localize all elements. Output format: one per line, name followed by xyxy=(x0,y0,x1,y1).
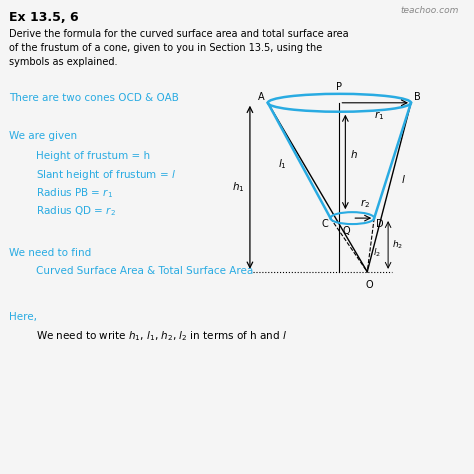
Text: B: B xyxy=(414,92,421,102)
Text: D: D xyxy=(376,219,384,229)
Text: $h_2$: $h_2$ xyxy=(392,239,403,251)
Text: C: C xyxy=(322,219,328,229)
Text: Curved Surface Area & Total Surface Area: Curved Surface Area & Total Surface Area xyxy=(36,266,254,276)
Text: teachoo.com: teachoo.com xyxy=(401,6,459,15)
Text: Slant height of frustum = $l$: Slant height of frustum = $l$ xyxy=(36,168,176,182)
Text: $h_1$: $h_1$ xyxy=(232,181,245,194)
Text: $l_1$: $l_1$ xyxy=(278,157,287,171)
Text: Q: Q xyxy=(343,226,350,236)
Text: $r_2$: $r_2$ xyxy=(360,197,371,210)
Text: $r_1$: $r_1$ xyxy=(374,109,384,121)
Text: h: h xyxy=(350,150,357,161)
Text: $l_2$: $l_2$ xyxy=(373,246,381,259)
Text: We need to write $h_1$, $l_1$, $h_2$, $l_2$ in terms of h and $l$: We need to write $h_1$, $l_1$, $h_2$, $l… xyxy=(36,329,287,343)
Text: Radius QD = $r_2$: Radius QD = $r_2$ xyxy=(36,204,116,218)
Text: Ex 13.5, 6: Ex 13.5, 6 xyxy=(9,11,79,24)
Text: P: P xyxy=(337,82,342,92)
Text: There are two cones OCD & OAB: There are two cones OCD & OAB xyxy=(9,93,179,103)
Text: Derive the formula for the curved surface area and total surface area
of the fru: Derive the formula for the curved surfac… xyxy=(9,29,349,67)
Text: $l$: $l$ xyxy=(401,173,406,185)
Text: Height of frustum = h: Height of frustum = h xyxy=(36,151,150,161)
Text: Here,: Here, xyxy=(9,311,37,321)
Text: We need to find: We need to find xyxy=(9,248,91,258)
Text: We are given: We are given xyxy=(9,131,77,141)
Text: Radius PB = $r_1$: Radius PB = $r_1$ xyxy=(36,186,113,200)
Text: O: O xyxy=(365,280,373,290)
Text: A: A xyxy=(258,92,265,102)
